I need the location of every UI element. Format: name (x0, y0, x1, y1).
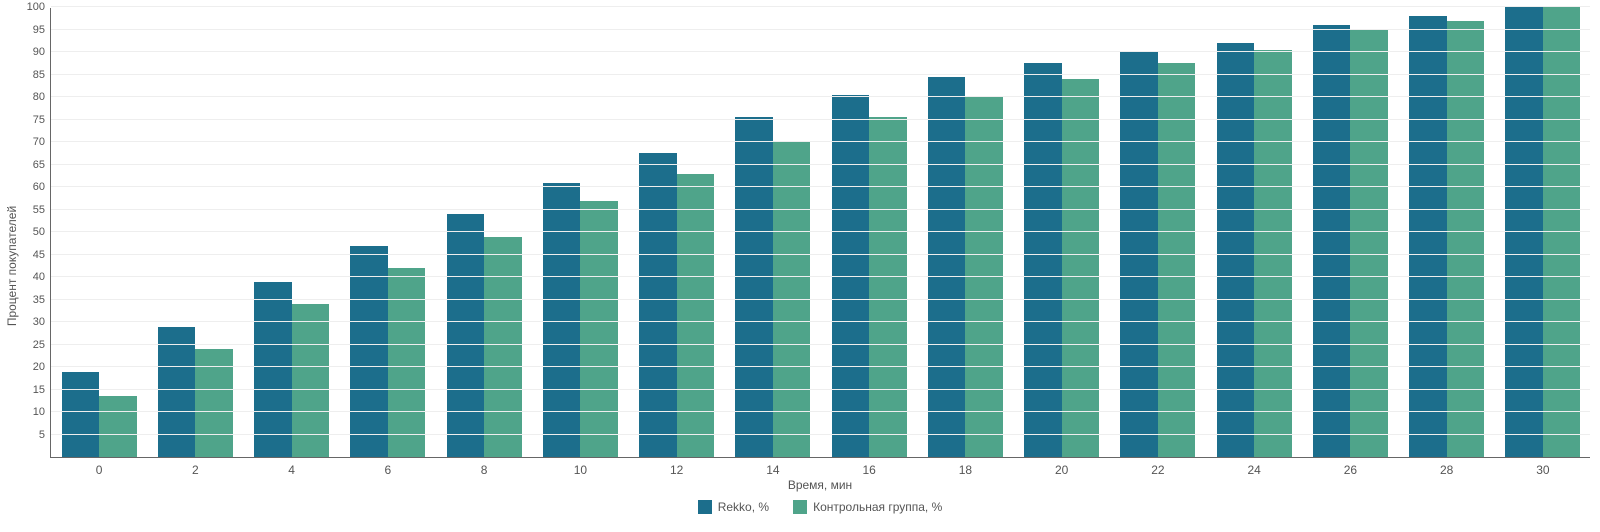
y-tick-label: 90 (33, 46, 51, 58)
bar (62, 372, 100, 458)
x-tick-label: 14 (766, 457, 779, 477)
grid-line (51, 254, 1590, 255)
grid-line (51, 389, 1590, 390)
bar (1447, 21, 1485, 458)
grid-line (51, 29, 1590, 30)
bar (677, 174, 715, 458)
bar (543, 183, 581, 458)
grid-line (51, 411, 1590, 412)
y-axis-label: Процент покупателей (5, 206, 19, 326)
grid-line (51, 209, 1590, 210)
bar (1024, 63, 1062, 457)
bar (1505, 7, 1543, 457)
y-tick-label: 20 (33, 361, 51, 373)
x-tick-label: 18 (959, 457, 972, 477)
y-tick-label: 95 (33, 24, 51, 36)
bar (735, 117, 773, 457)
x-tick-label: 28 (1440, 457, 1453, 477)
bar (1350, 30, 1388, 458)
grid-line (51, 6, 1590, 7)
x-tick-label: 6 (385, 457, 392, 477)
bar (580, 201, 618, 458)
grid-line (51, 321, 1590, 322)
bar (1120, 52, 1158, 457)
y-tick-label: 25 (33, 339, 51, 351)
bar (773, 142, 811, 457)
legend-swatch (793, 500, 807, 514)
plot-area: 5101520253035404550556065707580859095100… (50, 8, 1590, 458)
y-tick-label: 100 (27, 1, 51, 13)
y-tick-label: 65 (33, 159, 51, 171)
x-tick-label: 4 (288, 457, 295, 477)
bar (965, 97, 1003, 457)
grid-line (51, 434, 1590, 435)
legend-label: Контрольная группа, % (813, 500, 942, 514)
legend-item: Контрольная группа, % (793, 500, 942, 514)
y-tick-label: 40 (33, 271, 51, 283)
bar (1543, 7, 1581, 457)
bar (1313, 25, 1351, 457)
grid-line (51, 299, 1590, 300)
bar (254, 282, 292, 458)
y-tick-label: 30 (33, 316, 51, 328)
bar (869, 117, 907, 457)
bar (928, 77, 966, 457)
bar (1158, 63, 1196, 457)
x-tick-label: 30 (1536, 457, 1549, 477)
grid-line (51, 119, 1590, 120)
x-tick-label: 12 (670, 457, 683, 477)
y-tick-label: 10 (33, 406, 51, 418)
x-tick-label: 8 (481, 457, 488, 477)
grid-line (51, 51, 1590, 52)
x-tick-label: 10 (574, 457, 587, 477)
bar (158, 327, 196, 458)
grid-line (51, 231, 1590, 232)
x-tick-label: 16 (862, 457, 875, 477)
y-tick-label: 5 (39, 429, 51, 441)
x-tick-label: 2 (192, 457, 199, 477)
grid-line (51, 141, 1590, 142)
x-axis-label: Время, мин (50, 478, 1590, 492)
x-tick-label: 0 (96, 457, 103, 477)
legend-item: Rekko, % (698, 500, 769, 514)
grid-line (51, 164, 1590, 165)
grid-line (51, 74, 1590, 75)
grid-line (51, 96, 1590, 97)
y-tick-label: 60 (33, 181, 51, 193)
y-tick-label: 85 (33, 69, 51, 81)
x-tick-label: 26 (1344, 457, 1357, 477)
grid-line (51, 186, 1590, 187)
y-tick-label: 80 (33, 91, 51, 103)
x-tick-label: 22 (1151, 457, 1164, 477)
y-tick-label: 70 (33, 136, 51, 148)
bar (99, 396, 137, 457)
bar (388, 268, 426, 457)
y-tick-label: 15 (33, 384, 51, 396)
bar (1409, 16, 1447, 457)
bars-layer (51, 8, 1590, 457)
y-tick-label: 50 (33, 226, 51, 238)
bar (1062, 79, 1100, 457)
legend: Rekko, % Контрольная группа, % (50, 500, 1590, 517)
y-tick-label: 35 (33, 294, 51, 306)
legend-label: Rekko, % (718, 500, 769, 514)
legend-swatch (698, 500, 712, 514)
bar (350, 246, 388, 458)
y-tick-label: 45 (33, 249, 51, 261)
chart: Процент покупателей 51015202530354045505… (0, 0, 1600, 532)
grid-line (51, 276, 1590, 277)
bar (484, 237, 522, 458)
bar (447, 214, 485, 457)
grid-line (51, 344, 1590, 345)
bar (1217, 43, 1255, 457)
x-tick-label: 20 (1055, 457, 1068, 477)
x-tick-label: 24 (1247, 457, 1260, 477)
grid-line (51, 366, 1590, 367)
y-tick-label: 75 (33, 114, 51, 126)
y-tick-label: 55 (33, 204, 51, 216)
